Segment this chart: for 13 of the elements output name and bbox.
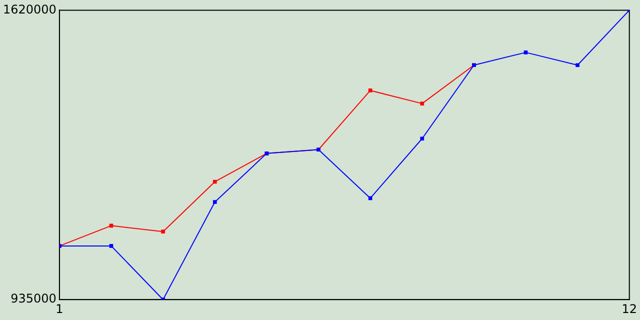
point (109, 244, 114, 248)
x-tick-label: 1 (56, 302, 64, 316)
point (212, 180, 217, 184)
x-tick-label: 12 (622, 302, 638, 316)
point (368, 88, 372, 92)
point (524, 50, 528, 54)
point (212, 200, 217, 204)
y-tick-label: 1620000 (2, 2, 56, 16)
y-tick-label: 935000 (10, 292, 56, 306)
point (420, 136, 424, 141)
point (161, 230, 165, 234)
point (420, 102, 424, 106)
point (576, 63, 580, 68)
